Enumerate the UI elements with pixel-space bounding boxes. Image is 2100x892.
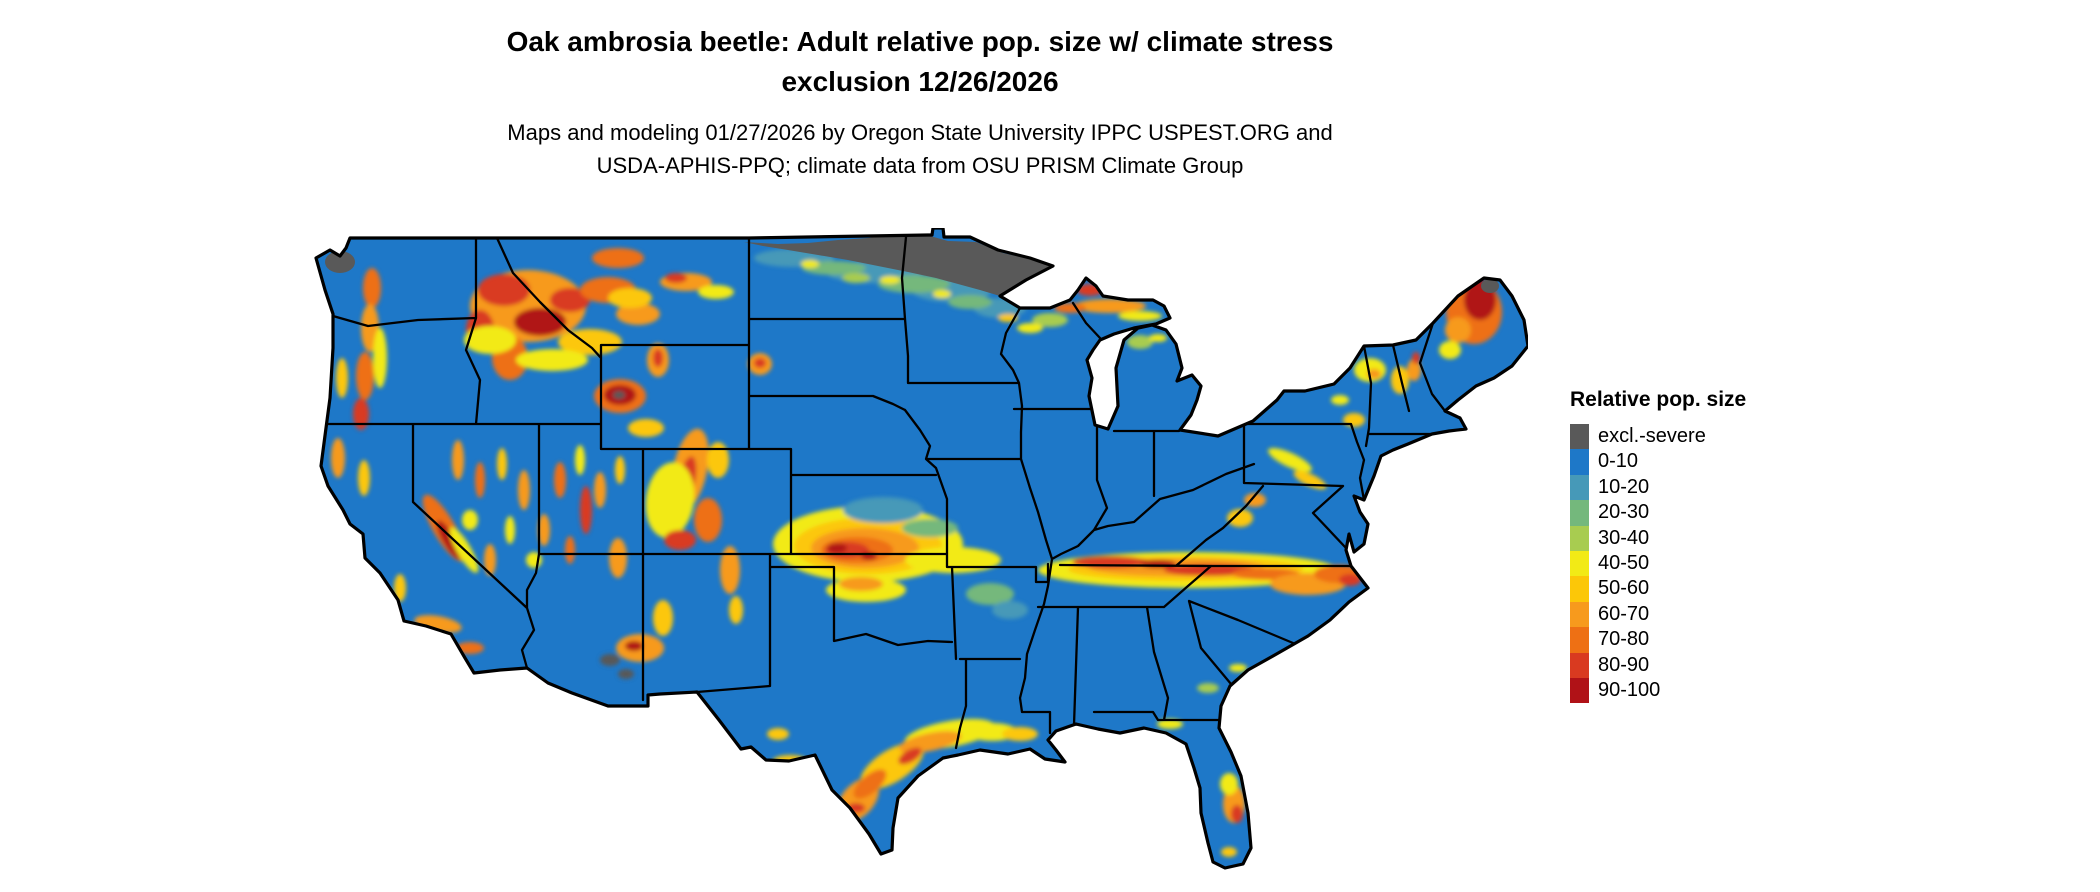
state-borders [323, 235, 1447, 750]
legend-row: 70-80 [1570, 627, 1746, 653]
legend-swatch [1570, 550, 1589, 577]
legend-label: 40-50 [1598, 551, 1650, 574]
map-title: Oak ambrosia beetle: Adult relative pop.… [250, 22, 1590, 102]
legend-swatch [1570, 500, 1589, 526]
us-outline [314, 228, 1528, 870]
legend-row: 80-90 [1570, 652, 1746, 678]
legend-entries: excl.-severe 0-10 10-20 20-30 30-40 40-50 50-6… [1570, 424, 1746, 704]
map-title-line1: Oak ambrosia beetle: Adult relative pop.… [506, 26, 1334, 57]
legend-swatch [1570, 601, 1589, 628]
legend-label: 50-60 [1598, 577, 1650, 600]
legend-row: 40-50 [1570, 550, 1746, 577]
legend: Relative pop. size excl.-severe 0-10 10-20… [1570, 388, 1747, 704]
legend-row: 50-60 [1570, 576, 1746, 602]
legend-label: 0-10 [1598, 450, 1639, 473]
legend-row: excl.-severe [1570, 424, 1746, 450]
us-map [308, 228, 1528, 884]
legend-swatch [1570, 449, 1589, 475]
legend-label: 10-20 [1598, 475, 1650, 498]
legend-row: 20-30 [1570, 500, 1746, 526]
legend-swatch [1570, 576, 1589, 602]
legend-label: 30-40 [1598, 526, 1650, 549]
legend-label: 60-70 [1598, 602, 1650, 625]
legend-swatch [1570, 627, 1589, 653]
map-subtitle-line1: Maps and modeling 01/27/2026 by Oregon S… [507, 120, 1333, 145]
map-raster-layers [316, 228, 1528, 868]
legend-swatch [1570, 652, 1589, 678]
legend-title: Relative pop. size [1570, 388, 1747, 411]
legend-row: 10-20 [1570, 474, 1746, 501]
legend-row: 60-70 [1570, 601, 1746, 628]
excluded-severe-region [325, 234, 1499, 296]
legend-label: 70-80 [1598, 628, 1650, 651]
legend-row: 0-10 [1570, 449, 1746, 475]
legend-swatch [1570, 525, 1589, 551]
legend-label: 90-100 [1598, 678, 1661, 701]
legend-label: excl.-severe [1598, 425, 1706, 447]
map-subtitle: Maps and modeling 01/27/2026 by Oregon S… [250, 116, 1590, 182]
map-title-line2: exclusion 12/26/2026 [781, 66, 1059, 97]
legend-row: 90-100 [1570, 677, 1746, 704]
map-subtitle-line2: USDA-APHIS-PPQ; climate data from OSU PR… [596, 153, 1244, 178]
legend-label: 20-30 [1598, 501, 1650, 524]
legend-swatch [1570, 474, 1589, 501]
legend-label: 80-90 [1598, 653, 1650, 676]
legend-swatch [1570, 424, 1589, 450]
legend-swatch [1570, 677, 1589, 704]
us-map-svg [314, 228, 1528, 870]
legend-row: 30-40 [1570, 525, 1746, 551]
figure-header: Oak ambrosia beetle: Adult relative pop.… [250, 22, 1590, 182]
